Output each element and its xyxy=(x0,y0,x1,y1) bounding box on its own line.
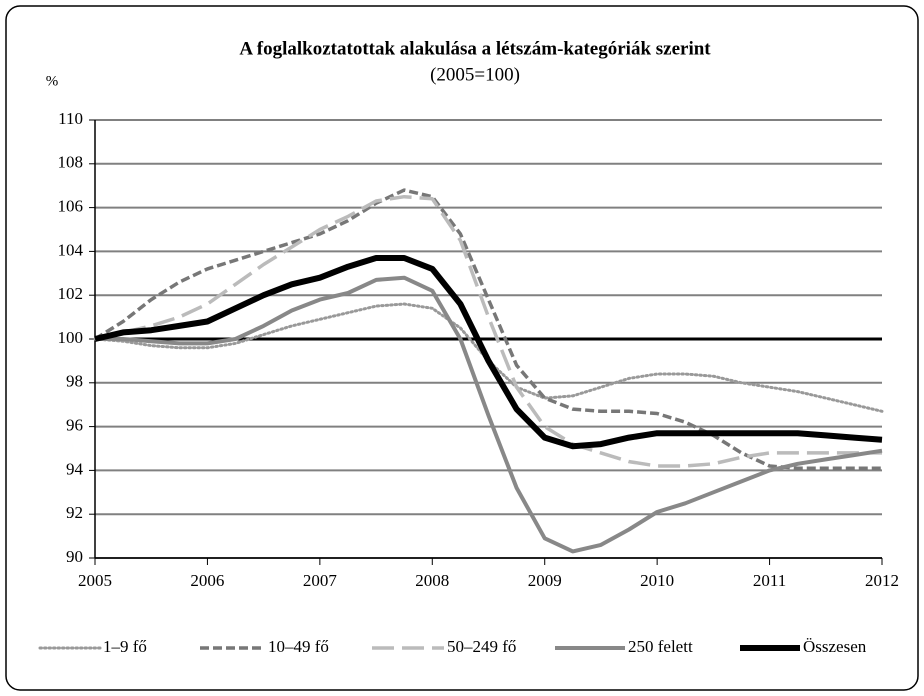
chart-subtitle: (2005=100) xyxy=(430,64,520,85)
legend-label: Összesen xyxy=(803,637,867,656)
y-tick-label: 104 xyxy=(58,240,84,259)
y-tick-label: 96 xyxy=(66,416,83,435)
y-tick-label: 90 xyxy=(66,547,83,566)
legend-label: 50–249 fő xyxy=(447,637,516,656)
y-tick-label: 94 xyxy=(66,459,84,478)
legend-label: 10–49 fő xyxy=(268,637,329,656)
x-tick-label: 2011 xyxy=(753,571,786,590)
x-tick-label: 2012 xyxy=(865,571,899,590)
y-tick-label: 110 xyxy=(58,109,83,128)
y-axis-label: % xyxy=(46,73,59,89)
y-tick-label: 100 xyxy=(58,328,84,347)
chart-title: A foglalkoztatottak alakulása a létszám-… xyxy=(239,38,711,59)
x-tick-label: 2008 xyxy=(415,571,449,590)
series-line xyxy=(95,275,883,554)
x-tick-label: 2007 xyxy=(303,571,338,590)
y-tick-label: 98 xyxy=(66,372,83,391)
y-tick-label: 106 xyxy=(58,197,84,216)
y-tick-label: 102 xyxy=(58,284,84,303)
legend-label: 250 felett xyxy=(628,637,693,656)
legend-label: 1–9 fő xyxy=(103,637,147,656)
x-tick-label: 2006 xyxy=(190,571,224,590)
series-line xyxy=(94,194,882,468)
x-tick-label: 2005 xyxy=(78,571,112,590)
y-tick-label: 108 xyxy=(58,153,84,172)
x-tick-label: 2009 xyxy=(528,571,562,590)
x-tick-label: 2010 xyxy=(640,571,674,590)
y-tick-label: 92 xyxy=(66,503,83,522)
series-line xyxy=(94,255,883,450)
